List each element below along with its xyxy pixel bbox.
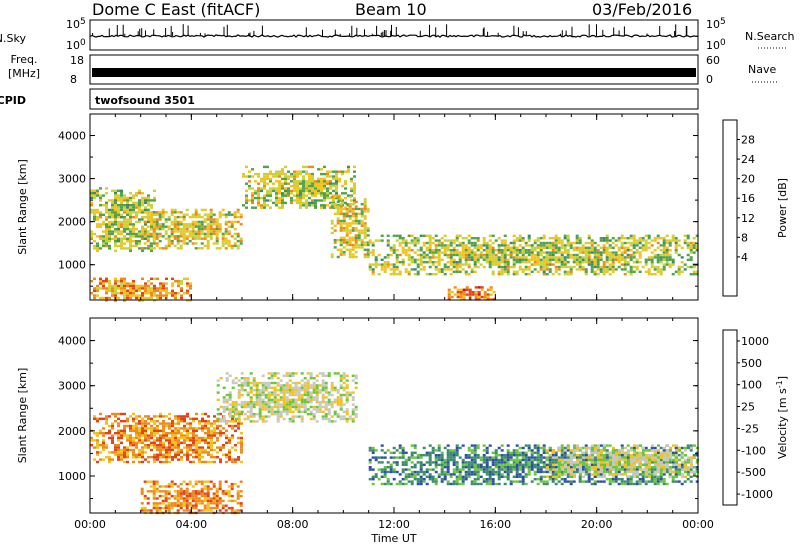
velocity-echo-region: [90, 412, 243, 464]
noise-right-tick-bottom: 100: [706, 38, 726, 52]
power-echo-region: [368, 234, 699, 276]
power-colorbar-tick-label: 12: [741, 212, 755, 225]
freq-left-tick-bottom: 8: [70, 73, 77, 86]
cpid-panel-frame: [89, 88, 699, 110]
velocity-echo-region: [216, 372, 358, 423]
noise-left-tick-top: 105: [66, 17, 86, 31]
velocity-xtick-label: 04:00: [175, 518, 207, 531]
velocity-xtick-label: 16:00: [479, 518, 511, 531]
velocity-xtick-label: 12:00: [378, 518, 410, 531]
power-colorbar-tick-label: 24: [741, 153, 755, 166]
freq-band: [92, 68, 696, 77]
power-colorbar-frame: [722, 119, 738, 297]
power-echo-region: [330, 195, 370, 259]
noise-left-label: N.Sky: [0, 32, 26, 45]
freq-panel-frame: [89, 54, 699, 85]
power-echo-region: [242, 165, 356, 209]
power-echo-region: [140, 208, 243, 250]
velocity-colorbar-tick-label: 25: [741, 401, 755, 414]
velocity-colorbar-label: Velocity [m s-1]: [775, 376, 789, 459]
cpid-program-label: twofsound 3501: [95, 94, 195, 107]
date-title: 03/Feb/2016: [592, 0, 693, 19]
velocity-ytick-label: 4000: [58, 335, 86, 348]
velocity-ytick-label: 1000: [58, 470, 86, 483]
freq-left-tick-top: 18: [70, 54, 84, 67]
velocity-colorbar-tick-label: 1000: [741, 335, 769, 348]
noise-search-spikes: [92, 24, 688, 36]
power-colorbar-tick-label: 28: [741, 134, 755, 147]
power-colorbar-tick-label: 20: [741, 173, 755, 186]
velocity-xtick-label: 20:00: [581, 518, 613, 531]
velocity-xtick-label: 08:00: [277, 518, 309, 531]
noise-right-label: N.Search: [745, 30, 795, 43]
noise-left-tick-bottom: 100: [66, 38, 86, 52]
beam-title: Beam 10: [355, 0, 427, 19]
velocity-xlabel: Time UT: [370, 532, 416, 545]
velocity-ytick-label: 2000: [58, 425, 86, 438]
velocity-colorbar-tick-label: -1000: [741, 488, 773, 501]
freq-right-tick-bottom: 0: [706, 73, 713, 86]
freq-left-label: Freq.: [10, 53, 37, 66]
power-colorbar-label: Power [dB]: [776, 178, 789, 238]
velocity-echo-region: [546, 444, 699, 478]
noise-sky-line: [89, 34, 699, 38]
velocity-colorbar-tick-label: -100: [741, 444, 766, 457]
velocity-colorbar-tick-label: -500: [741, 466, 766, 479]
velocity-colorbar-tick-label: 100: [741, 379, 762, 392]
velocity-colorbar-tick-label: -25: [741, 422, 759, 435]
power-ylabel: Slant Range [km]: [16, 159, 29, 255]
velocity-colorbar-tick-label: 500: [741, 357, 762, 370]
power-ytick-label: 4000: [58, 130, 86, 143]
power-echo-region: [447, 286, 496, 301]
power-colorbar-tick-label: 16: [741, 192, 755, 205]
velocity-xtick-label: 00:00: [74, 518, 106, 531]
power-ytick-label: 2000: [58, 216, 86, 229]
velocity-xtick-label: 00:00: [682, 518, 714, 531]
nave-right-label: Nave: [748, 63, 776, 76]
velocity-ylabel: Slant Range [km]: [16, 368, 29, 464]
velocity-ytick-label: 3000: [58, 380, 86, 393]
freq-left-unit: [MHz]: [8, 67, 40, 80]
station-title: Dome C East (fitACF): [92, 0, 261, 19]
power-echo-region: [90, 187, 156, 252]
noise-panel-frame: [89, 19, 699, 51]
power-colorbar-tick-label: 4: [741, 251, 748, 264]
cpid-left-label: CPID: [0, 94, 26, 107]
freq-right-tick-top: 60: [706, 54, 720, 67]
velocity-colorbar-frame: [722, 329, 738, 506]
power-colorbar-tick-label: 8: [741, 231, 748, 244]
power-ytick-label: 3000: [58, 173, 86, 186]
power-ytick-label: 1000: [58, 259, 86, 272]
noise-right-tick-top: 105: [706, 17, 726, 31]
